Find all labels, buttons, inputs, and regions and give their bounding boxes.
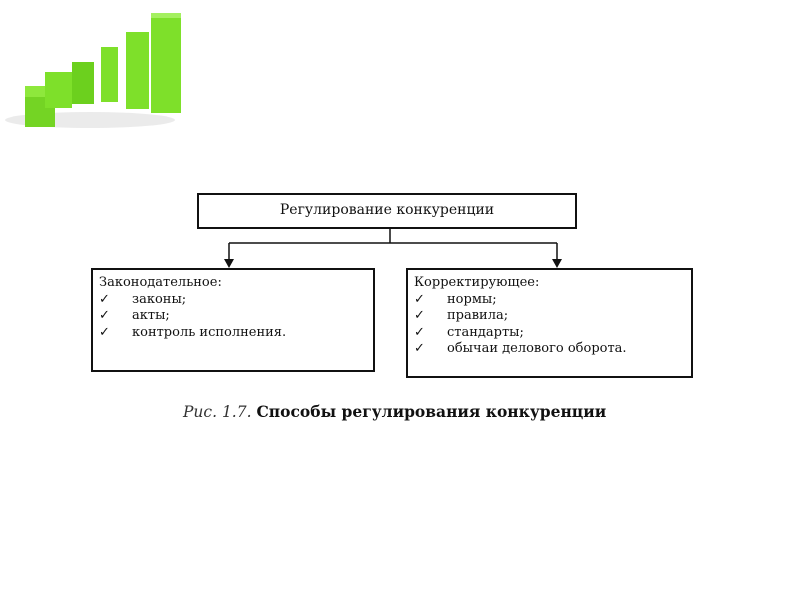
list-item: ✓ законы; xyxy=(99,292,367,309)
check-icon: ✓ xyxy=(414,291,425,307)
list-item: ✓ обычаи делового оборота. xyxy=(414,341,685,358)
root-node: Регулирование конкуренции xyxy=(197,193,577,229)
right-title: Корректирующее: xyxy=(414,275,540,290)
left-title: Законодательное: xyxy=(99,275,222,290)
arrow-left-icon xyxy=(224,259,234,268)
list-item: ✓ акты; xyxy=(99,308,367,325)
check-icon: ✓ xyxy=(414,324,425,340)
figure-number: Рис. 1.7. xyxy=(183,403,252,421)
check-icon: ✓ xyxy=(99,291,110,307)
list-item: ✓ контроль исполнения. xyxy=(99,325,367,342)
item-text: контроль исполнения. xyxy=(132,324,287,340)
item-text: обычаи делового оборота. xyxy=(447,341,627,356)
left-node: Законодательное: ✓ законы; ✓ акты; ✓ контро… xyxy=(91,268,375,372)
list-item: ✓ стандарты; xyxy=(414,325,685,342)
arrow-right-icon xyxy=(552,259,562,268)
item-text: законы; xyxy=(132,291,187,307)
figure-title: Способы регулирования конкуренции xyxy=(256,402,607,421)
right-node: Корректирующее: ✓ нормы; ✓ правила; ✓ станд… xyxy=(406,268,693,378)
connector-lines xyxy=(228,229,558,262)
item-text: нормы; xyxy=(447,291,497,307)
green-3d-bar-chart-icon xyxy=(5,13,181,128)
check-icon: ✓ xyxy=(99,308,110,323)
item-text: акты; xyxy=(132,308,170,323)
list-item: ✓ правила; xyxy=(414,308,685,325)
figure-caption: Рис. 1.7. Способы регулирования конкурен… xyxy=(183,402,606,421)
item-text: правила; xyxy=(447,308,509,323)
item-text: стандарты; xyxy=(447,324,524,340)
check-icon: ✓ xyxy=(414,341,425,356)
root-label: Регулирование конкуренции xyxy=(279,202,495,218)
check-icon: ✓ xyxy=(99,324,110,340)
check-icon: ✓ xyxy=(414,308,425,323)
list-item: ✓ нормы; xyxy=(414,292,685,309)
